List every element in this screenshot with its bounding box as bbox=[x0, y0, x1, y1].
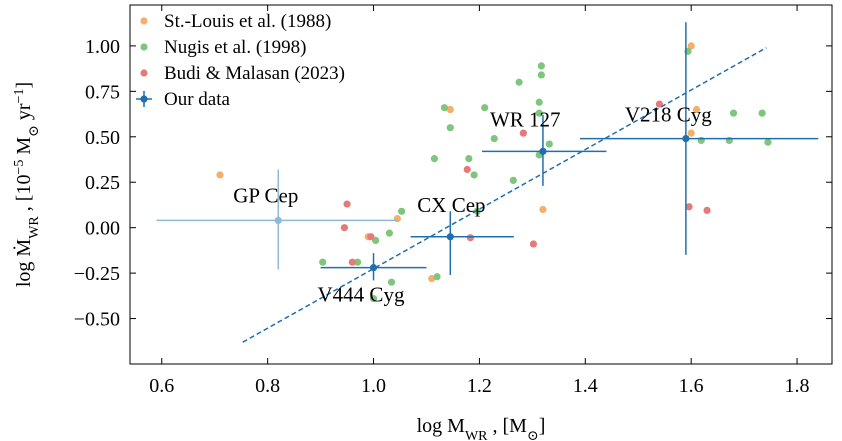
y-axis-label-part: yr bbox=[13, 103, 35, 125]
x-tick-label: 1.4 bbox=[573, 375, 598, 397]
x-axis-label: log MWR , [M⊙] bbox=[417, 415, 546, 441]
y-axis-label-part: ] bbox=[13, 82, 35, 89]
legend-marker bbox=[140, 17, 148, 25]
y-tick-label: 0.00 bbox=[85, 218, 120, 240]
point bbox=[319, 258, 327, 266]
point bbox=[369, 264, 378, 272]
point bbox=[687, 42, 695, 50]
point bbox=[515, 78, 523, 86]
point bbox=[343, 200, 351, 208]
point bbox=[729, 109, 738, 117]
point bbox=[446, 124, 454, 132]
x-tick-label: 0.8 bbox=[255, 375, 280, 397]
point bbox=[509, 176, 517, 185]
point bbox=[216, 171, 224, 179]
point bbox=[655, 100, 664, 108]
point bbox=[473, 207, 481, 215]
point bbox=[545, 140, 553, 148]
y-axis-label-part: , [10 bbox=[13, 175, 35, 217]
point-label: V218 Cyg bbox=[625, 103, 712, 127]
y-tick-label: 1.00 bbox=[85, 36, 120, 58]
x-tick-label: 1.2 bbox=[467, 375, 492, 397]
point bbox=[387, 278, 396, 286]
point bbox=[340, 224, 349, 232]
x-tick-label: 0.6 bbox=[149, 375, 174, 397]
y-axis-label-part: WR bbox=[27, 216, 42, 239]
y-axis-label-part: ⊙ bbox=[27, 125, 42, 137]
x-tick-label: 1.8 bbox=[785, 375, 810, 397]
x-axis-label-part: log M bbox=[417, 415, 466, 437]
point bbox=[397, 207, 406, 215]
point-label: V444 Cyg bbox=[318, 283, 405, 307]
legend-label: Budi & Malasan (2023) bbox=[164, 63, 345, 84]
point bbox=[703, 206, 711, 215]
y-axis-label: log ṀWR , [10−5 M⊙ yr−1] bbox=[12, 82, 42, 287]
fit-line bbox=[242, 47, 767, 343]
point bbox=[466, 234, 475, 242]
legend-label: St.-Louis et al. (1988) bbox=[164, 11, 331, 32]
point bbox=[758, 109, 766, 117]
point bbox=[348, 258, 356, 266]
point bbox=[385, 229, 394, 237]
point bbox=[519, 129, 527, 137]
point bbox=[481, 104, 489, 112]
point bbox=[535, 98, 543, 106]
point bbox=[529, 240, 538, 248]
point bbox=[692, 105, 701, 114]
point bbox=[446, 233, 454, 241]
point-label: GP Cep bbox=[233, 183, 298, 207]
y-tick-label: 0.75 bbox=[85, 81, 120, 103]
plot-frame bbox=[129, 4, 833, 365]
y-tick-label: −0.25 bbox=[74, 263, 120, 285]
point bbox=[687, 129, 695, 137]
legend-marker bbox=[140, 95, 148, 103]
legend-marker bbox=[140, 69, 148, 77]
point bbox=[463, 165, 471, 174]
point bbox=[369, 294, 378, 303]
x-axis-label-part: , [M bbox=[488, 415, 528, 437]
point bbox=[274, 216, 282, 224]
legend-label: Our data bbox=[164, 89, 231, 110]
y-axis-label-part: log Ṁ bbox=[12, 239, 35, 288]
point-label: CX Cep bbox=[417, 193, 485, 217]
point bbox=[535, 109, 543, 117]
x-tick-label: 1.0 bbox=[361, 375, 386, 397]
point bbox=[685, 203, 693, 211]
point bbox=[354, 258, 362, 266]
x-axis-label-part: ] bbox=[539, 415, 546, 437]
point-label: WR 127 bbox=[490, 107, 561, 131]
point bbox=[440, 104, 449, 112]
point bbox=[539, 205, 547, 214]
y-tick-label: 0.25 bbox=[85, 172, 120, 194]
point bbox=[430, 154, 439, 163]
x-axis-label-part: WR bbox=[465, 429, 488, 441]
point bbox=[446, 105, 454, 114]
point bbox=[433, 273, 441, 281]
y-tick-label: 0.50 bbox=[85, 127, 120, 149]
y-axis-label-part: M bbox=[13, 137, 35, 160]
point bbox=[682, 135, 690, 143]
x-tick-label: 1.6 bbox=[679, 375, 704, 397]
point bbox=[764, 138, 772, 146]
point bbox=[539, 147, 547, 155]
point bbox=[490, 135, 498, 143]
point bbox=[470, 171, 478, 179]
plot-area bbox=[156, 22, 819, 343]
point bbox=[367, 233, 375, 241]
y-tick-label: −0.50 bbox=[74, 309, 120, 331]
point bbox=[465, 154, 473, 163]
y-axis-label-part: −5 bbox=[12, 160, 27, 175]
x-axis-label-part: ⊙ bbox=[527, 429, 539, 441]
y-axis-label-part: −1 bbox=[12, 89, 27, 104]
point bbox=[537, 62, 545, 70]
legend-marker bbox=[140, 43, 148, 51]
legend-label: Nugis et al. (1998) bbox=[164, 37, 306, 58]
point bbox=[537, 71, 545, 79]
